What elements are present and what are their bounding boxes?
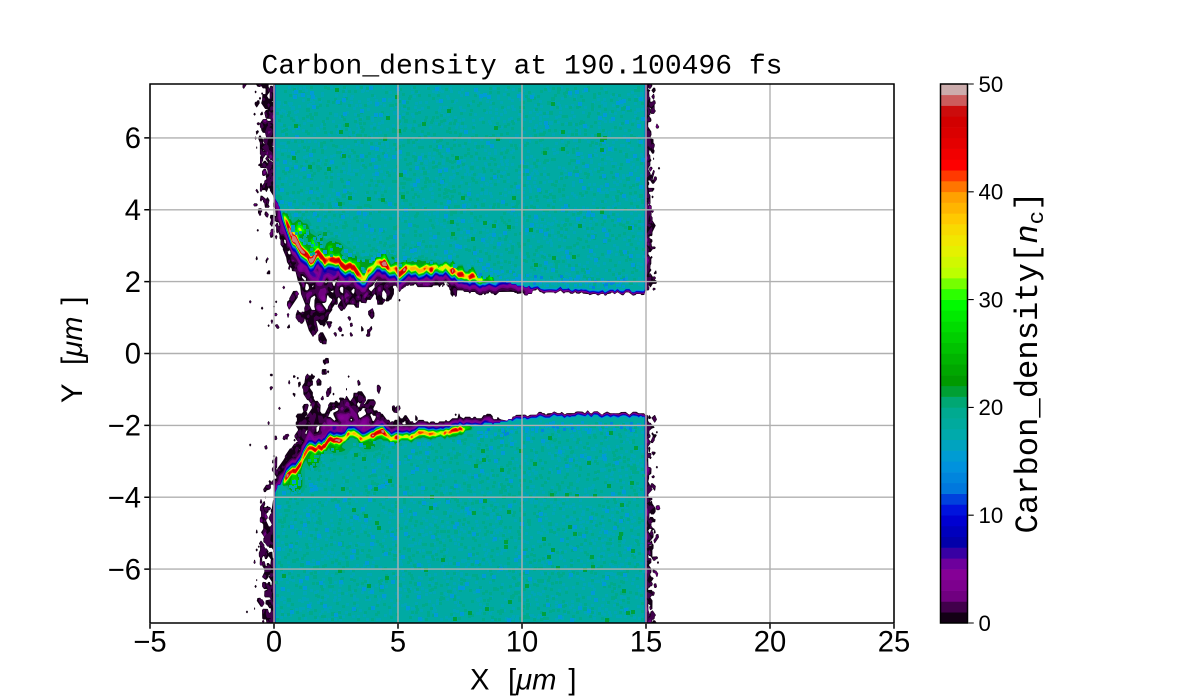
svg-text:10: 10 <box>979 503 1004 528</box>
svg-text:40: 40 <box>979 180 1004 205</box>
svg-text:4: 4 <box>125 195 141 227</box>
svg-text:6: 6 <box>125 123 141 155</box>
svg-text:Carbon_density[nc]: Carbon_density[nc] <box>1010 192 1050 534</box>
svg-text:0: 0 <box>266 627 282 659</box>
svg-text:5: 5 <box>390 627 406 659</box>
svg-text:50: 50 <box>979 72 1004 97</box>
svg-text:Carbon_density at 190.100496 f: Carbon_density at 190.100496 fs <box>262 52 783 83</box>
svg-text:20: 20 <box>979 395 1004 420</box>
svg-text:−5: −5 <box>133 627 166 659</box>
svg-text:−4: −4 <box>108 482 141 514</box>
svg-text:0: 0 <box>979 611 991 636</box>
svg-text:30: 30 <box>979 287 1004 312</box>
svg-text:−2: −2 <box>108 411 141 443</box>
svg-text:10: 10 <box>506 627 538 659</box>
svg-text:−6: −6 <box>108 554 141 586</box>
svg-text:0: 0 <box>125 339 141 371</box>
svg-text:15: 15 <box>630 627 662 659</box>
svg-text:25: 25 <box>878 627 910 659</box>
svg-text:2: 2 <box>125 267 141 299</box>
svg-text:20: 20 <box>754 627 786 659</box>
